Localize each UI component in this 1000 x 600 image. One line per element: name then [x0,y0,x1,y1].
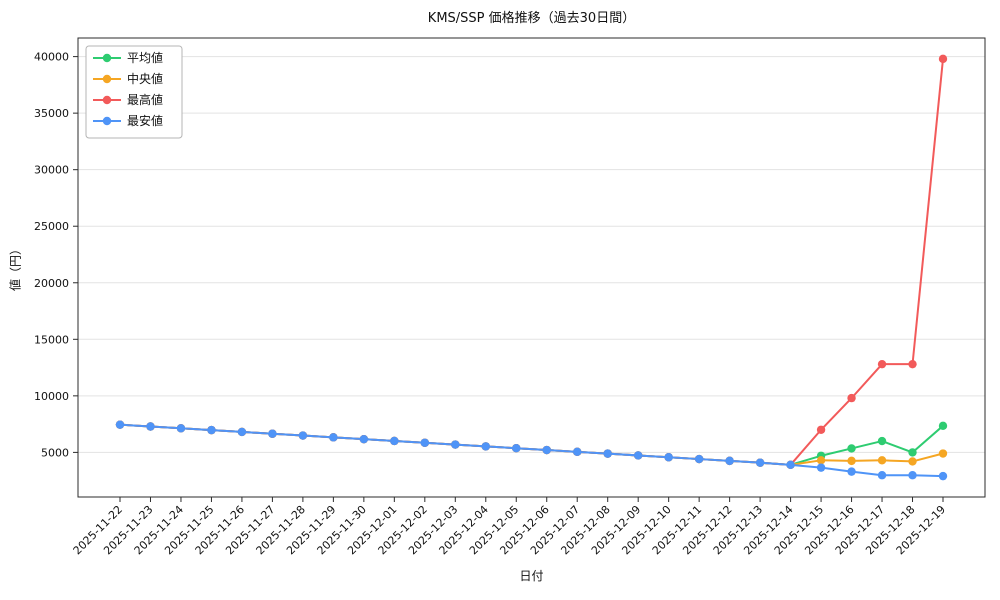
gridlines [78,56,985,453]
y-tick-label: 15000 [34,333,69,346]
series-marker-min [451,440,460,449]
series-marker-average [847,444,856,453]
series-min [115,420,948,481]
series-marker-min [633,451,643,460]
series-marker-min [420,438,430,447]
series-marker-median [816,456,826,465]
series-marker-min [664,453,673,462]
legend-marker-min [102,116,112,126]
series-marker-median [938,449,948,458]
series-marker-min [603,449,612,458]
series-marker-average [877,436,887,446]
y-tick-label: 30000 [34,164,69,177]
series-marker-min [908,471,917,480]
y-tick-label: 10000 [34,390,69,403]
series-marker-min [938,471,948,481]
series-marker-min [207,425,216,435]
series-marker-min [573,447,582,457]
series-marker-min [359,434,369,444]
y-tick-label: 5000 [41,446,69,459]
legend-marker-max [102,95,112,105]
plot-border [77,37,986,498]
series-marker-min [816,463,826,472]
y-tick-label: 20000 [34,277,69,290]
series-marker-max [847,393,856,403]
series-marker-min [542,445,551,455]
series-marker-min [755,458,765,467]
series-marker-min [146,422,155,431]
series-marker-max [938,54,948,64]
y-axis-ticks: 5000 10000 15000 20000 25000 30000 35000 40000 [34,51,78,459]
series-marker-min [847,467,856,476]
legend-label-min: 最安値 [127,113,163,128]
series-marker-min [268,429,277,438]
legend-marker-median [102,74,112,84]
series-marker-median [877,456,887,465]
series-line-max [119,57,944,466]
series-line-min [119,423,944,478]
legend-marker-average [102,53,112,63]
y-tick-label: 35000 [34,107,69,120]
legend-label-average: 平均値 [127,50,163,65]
x-axis-ticks: 2025-11-222025-11-232025-11-242025-11-25… [71,497,948,557]
legend-box [85,45,183,139]
series-marker-min [390,436,399,446]
series-marker-average [938,421,948,431]
series-marker-median [847,456,856,466]
series-marker-min [786,460,795,470]
series-marker-max [908,359,917,369]
series-marker-min [512,444,521,453]
series-max [115,54,948,470]
legend-label-max: 最高値 [127,92,163,107]
series-marker-min [329,433,338,442]
legend-label-median: 中央値 [127,71,163,86]
series-marker-min [481,442,490,451]
series-marker-max [816,425,826,434]
series-marker-min [694,454,704,464]
series-marker-min [877,471,887,480]
series-marker-average [908,448,917,457]
series-marker-min [725,456,734,466]
series-marker-median [908,457,917,466]
series-marker-min [115,420,125,429]
series-marker-max [877,359,887,369]
series-marker-min [176,424,186,433]
y-tick-label: 40000 [34,51,69,64]
series-marker-min [237,427,247,437]
x-axis-label: 日付 [519,569,544,583]
chart-title: KMS/SSP 価格推移（過去30日間） [427,11,636,26]
series-marker-min [298,431,308,440]
y-tick-label: 25000 [34,220,69,233]
